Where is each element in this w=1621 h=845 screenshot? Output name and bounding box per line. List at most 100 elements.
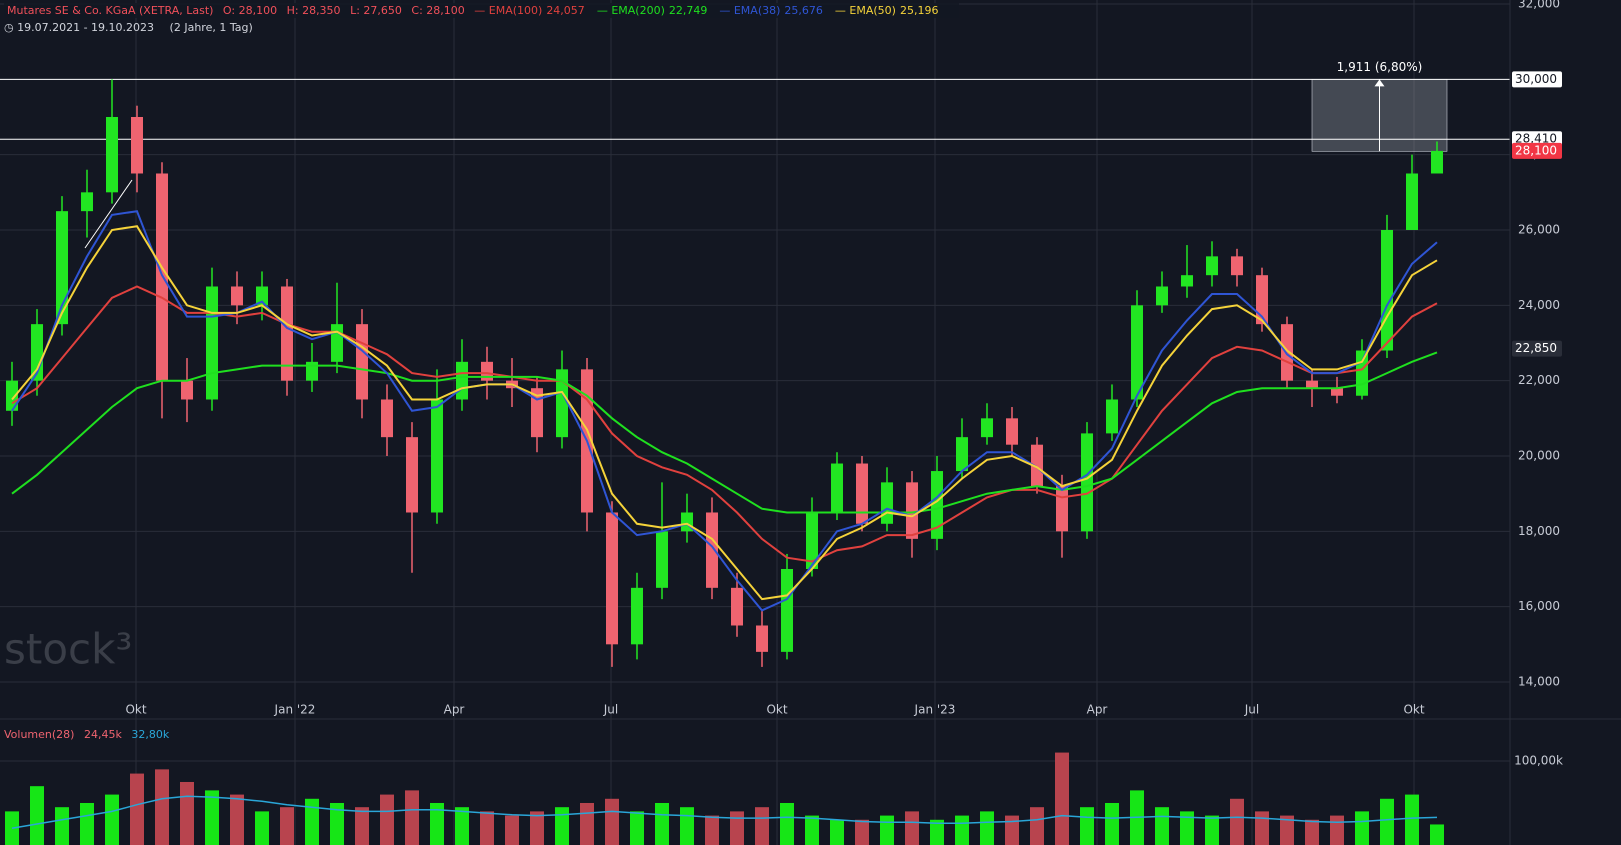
volume-bar [1155, 807, 1169, 845]
candle-body [356, 324, 368, 400]
volume-bar [655, 802, 669, 845]
volume-bar [905, 811, 919, 845]
candle-body [731, 587, 743, 626]
x-tick-label: Okt [766, 703, 787, 717]
candle-body [106, 116, 118, 193]
volume-bar [705, 815, 719, 845]
volume-bar [1405, 794, 1419, 845]
volume-bar [105, 794, 119, 845]
period-range: 19.07.2021 - 19.10.2023 [17, 21, 155, 34]
legend-name: EMA(100) [488, 4, 543, 17]
candle-body [456, 361, 468, 400]
candle-body [281, 286, 293, 381]
volume-bar [1030, 807, 1044, 845]
volume-bar [405, 790, 419, 845]
legend-name: EMA(38) [733, 4, 781, 17]
ema-line [11, 210, 1438, 612]
volume-bar [330, 802, 344, 845]
candle-body [1306, 380, 1318, 389]
volume-bar [355, 807, 369, 845]
candle-body [381, 399, 393, 438]
volume-bar [1055, 752, 1069, 845]
x-tick-label: Jan '23 [914, 703, 956, 717]
candle-body [1106, 399, 1118, 434]
period-note: (2 Jahre, 1 Tag) [169, 21, 253, 34]
legend-ohlc: C: 28,100 [411, 4, 465, 17]
volume-bar [1080, 807, 1094, 845]
legend-name: EMA(50) [849, 4, 896, 17]
legend-period: ◷ 19.07.2021 - 19.10.2023 (2 Jahre, 1 Ta… [4, 21, 259, 34]
y-tick-label: 32,000 [1518, 0, 1560, 10]
price-tag [1512, 71, 1562, 88]
volume-bar [505, 815, 519, 845]
candle-body [606, 512, 618, 645]
y-tick-label: 14,000 [1518, 674, 1560, 688]
candle-body [531, 388, 543, 438]
legend-value: 25,196 [899, 4, 939, 17]
volume-bar [930, 819, 944, 845]
legend-ema: — EMA(100) 24,057 — EMA(200) 22,749 — EMA(38… [474, 4, 950, 17]
candle-body [331, 324, 343, 362]
y-tick-label: 100,00k [1514, 753, 1563, 767]
volume-bar [455, 807, 469, 845]
volume-bar [230, 794, 244, 845]
candle-body [881, 482, 893, 524]
volume-bar [530, 811, 544, 845]
ema-line [11, 285, 1438, 563]
volume-bar [955, 815, 969, 845]
candle-body [1081, 433, 1093, 532]
volume-bar [1205, 815, 1219, 845]
volume-bar [730, 811, 744, 845]
period: ◷ 19.07.2021 - 19.10.2023 [4, 21, 155, 34]
ema-line [11, 351, 1438, 514]
candle-body [656, 531, 668, 588]
volume-bar [205, 790, 219, 845]
volume-bar [130, 773, 144, 845]
candle-body [1056, 486, 1068, 532]
legend-entry: — EMA(50) 25,196 [834, 4, 939, 17]
volume-bar [280, 807, 294, 845]
candle-body [431, 399, 443, 513]
price-tag-label: 28,100 [1515, 143, 1557, 157]
candle-body [631, 587, 643, 645]
candle-body [856, 463, 868, 524]
price-tag-label: 28,410 [1515, 132, 1557, 146]
volume-bar [1005, 815, 1019, 845]
candle-body [1256, 275, 1268, 325]
volume-bar [1255, 811, 1269, 845]
candle-body [1406, 173, 1418, 230]
candle-body [1281, 324, 1293, 381]
legend-value: 22,749 [668, 4, 708, 17]
volume-bar [1280, 815, 1294, 845]
volume-bar [780, 802, 794, 845]
price-tag-label: 30,000 [1515, 72, 1557, 86]
volume-name: Volumen(28) [4, 728, 75, 741]
candle-body [206, 286, 218, 400]
volume-bar [755, 807, 769, 845]
volume-bar [55, 807, 69, 845]
ema-line [11, 225, 1438, 601]
candle-body [1356, 350, 1368, 396]
legend-ohlc: O: 28,100 [222, 4, 278, 17]
x-tick-label: Apr [444, 703, 465, 717]
candle-body [1156, 286, 1168, 306]
volume-ma: 32,80k [131, 728, 170, 741]
volume-bar [305, 798, 319, 845]
volume-bar [980, 811, 994, 845]
candle-body [1331, 388, 1343, 396]
legend-value: 24,057 [546, 4, 585, 17]
y-tick-label: 18,000 [1518, 524, 1560, 538]
volume-bar [155, 769, 169, 845]
x-tick-label: Okt [1403, 703, 1424, 717]
volume-bar [1180, 811, 1194, 845]
volume-bar [430, 802, 444, 845]
candle-body [931, 471, 943, 539]
trend-line [84, 179, 133, 249]
volume-bar [555, 807, 569, 845]
candle-body [831, 463, 843, 513]
volume-last: 24,45k [83, 728, 122, 741]
measure-arrowhead [1374, 79, 1385, 87]
y-tick-label: 20,000 [1518, 448, 1560, 462]
legend-entry: — EMA(100) 24,057 [474, 4, 585, 17]
